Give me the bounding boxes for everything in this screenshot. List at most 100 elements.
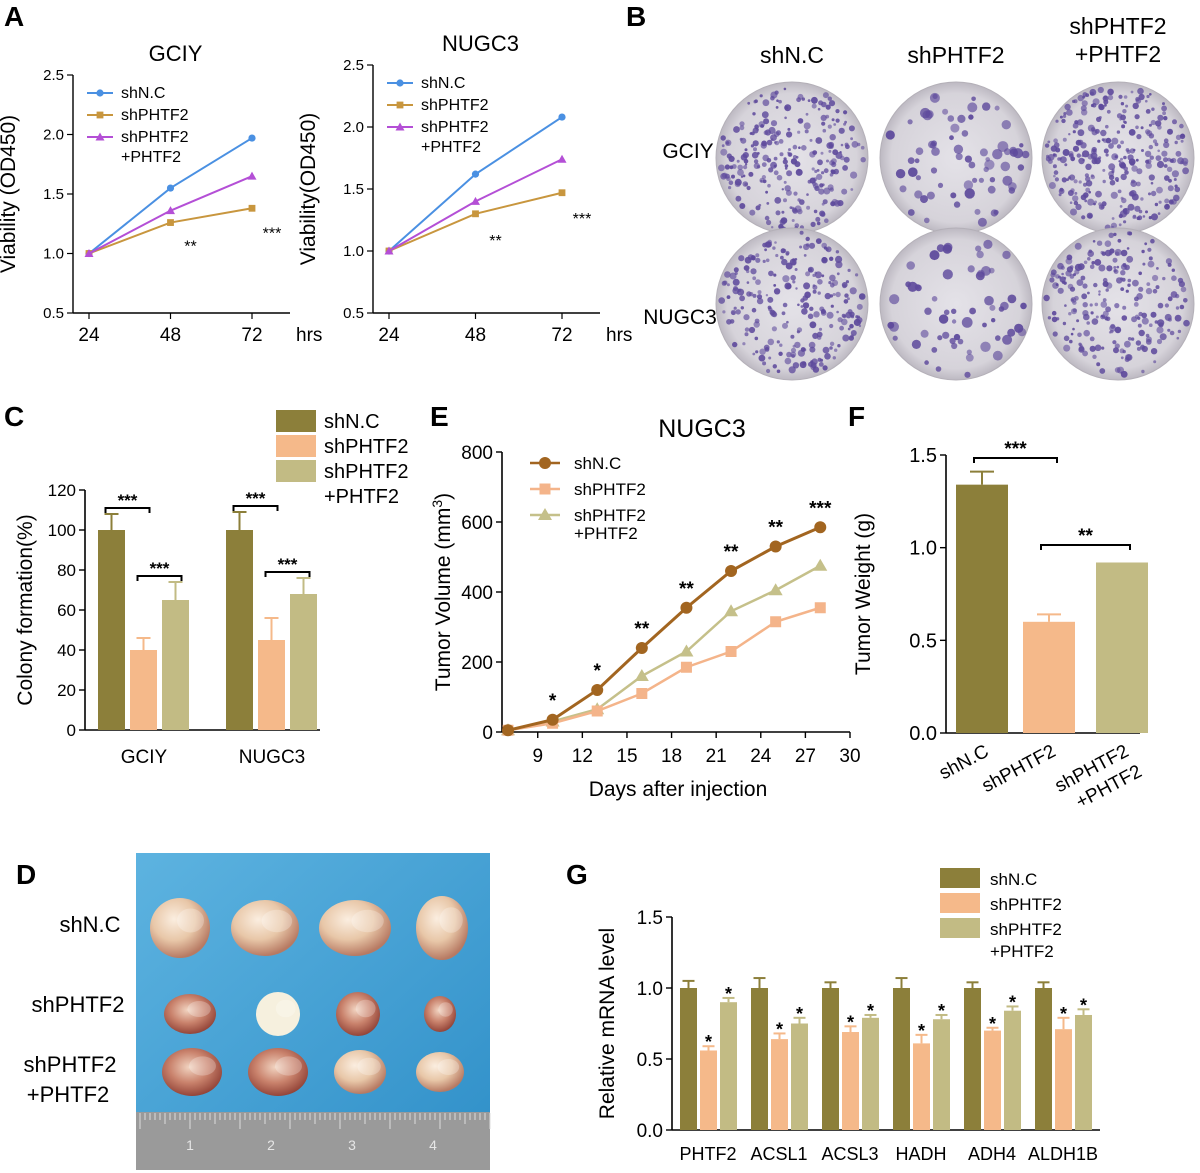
colony <box>775 210 781 216</box>
colony <box>792 362 800 369</box>
colony <box>924 307 932 315</box>
colony <box>1059 187 1064 192</box>
colony <box>787 127 791 131</box>
data-point <box>679 644 694 657</box>
colony <box>924 217 930 224</box>
colony <box>784 357 792 365</box>
data-point <box>724 604 739 617</box>
y-tick-label: 2.5 <box>43 67 64 84</box>
colony <box>1060 265 1065 270</box>
colony <box>793 191 798 196</box>
colony <box>1171 268 1176 272</box>
significance-label: * <box>918 1021 925 1041</box>
colony <box>929 142 937 149</box>
colony <box>718 297 725 304</box>
colony <box>1117 238 1122 243</box>
colony <box>1152 139 1158 144</box>
data-point <box>769 540 782 553</box>
significance-label: *** <box>150 559 170 578</box>
significance-label: ** <box>184 239 196 256</box>
colony <box>1150 348 1158 355</box>
colony <box>1091 318 1099 325</box>
colony <box>1090 174 1094 178</box>
colony <box>1155 285 1160 290</box>
colony <box>724 271 731 278</box>
colony <box>1082 350 1088 357</box>
colony <box>1157 302 1164 309</box>
colony <box>856 303 863 310</box>
colony <box>1101 346 1105 350</box>
colony <box>751 151 759 159</box>
colony <box>722 172 728 179</box>
colony <box>969 307 976 315</box>
colony <box>1121 277 1126 282</box>
colony <box>797 303 800 307</box>
colony <box>931 296 938 302</box>
x-tick-label: 9 <box>532 746 543 767</box>
colony <box>1136 134 1142 140</box>
colony <box>1074 191 1078 195</box>
colony <box>943 309 950 316</box>
colony <box>809 321 817 329</box>
colony <box>1164 303 1169 308</box>
colony <box>1156 186 1163 194</box>
colony <box>728 180 734 185</box>
colony <box>773 284 777 287</box>
bar <box>700 1050 717 1130</box>
colony <box>1149 155 1155 160</box>
colony <box>1157 125 1162 130</box>
colony <box>1068 174 1076 181</box>
colony <box>804 129 809 134</box>
y-axis-label: Tumor Volume (mm3) <box>429 493 455 691</box>
colony <box>732 278 740 286</box>
colony <box>748 326 756 334</box>
colony <box>816 169 820 172</box>
colony <box>744 332 749 337</box>
chart-e-tumor-volume: NUGC3 0 200 400 600 800 9 12 15 18 21 24 27 30 Days af… <box>429 415 861 801</box>
y-tick-label: 1.0 <box>343 243 364 260</box>
colony <box>1130 90 1134 94</box>
colony <box>1048 182 1056 189</box>
colony <box>828 149 832 153</box>
colony <box>1095 315 1099 319</box>
colony <box>731 174 735 179</box>
colony <box>911 339 922 349</box>
colony <box>1122 305 1127 310</box>
colony <box>968 161 976 169</box>
tumor <box>256 992 300 1036</box>
y-tick-label: 1.5 <box>637 908 663 929</box>
colony <box>847 297 850 301</box>
colony <box>930 167 938 174</box>
colony <box>758 354 766 362</box>
colony <box>1180 139 1184 143</box>
colony <box>1148 256 1153 261</box>
x-tick-label: NUGC3 <box>239 747 306 768</box>
data-point <box>770 616 782 628</box>
colony <box>964 371 971 378</box>
colony <box>1059 157 1062 160</box>
colony <box>739 121 745 127</box>
colony <box>1148 174 1155 181</box>
colony <box>791 206 794 210</box>
colony <box>765 241 772 248</box>
colony <box>1125 104 1129 108</box>
panel-letter-a: A <box>4 1 24 32</box>
colony <box>989 177 996 183</box>
tumor-row-label-shphtf2: shPHTF2 <box>32 992 125 1017</box>
legend-label: +PHTF2 <box>990 942 1054 961</box>
colony <box>935 366 942 372</box>
colony <box>1141 249 1145 254</box>
colony <box>835 250 840 254</box>
colony <box>728 186 732 190</box>
colony <box>1063 335 1070 342</box>
colony <box>858 324 862 328</box>
colony <box>734 181 741 188</box>
colony <box>784 164 789 168</box>
significance-label: *** <box>278 555 298 574</box>
colony <box>779 218 786 225</box>
colony <box>794 268 798 271</box>
colony <box>735 195 742 202</box>
colony <box>1157 212 1161 215</box>
colony <box>1083 329 1090 337</box>
colony <box>1052 164 1057 169</box>
